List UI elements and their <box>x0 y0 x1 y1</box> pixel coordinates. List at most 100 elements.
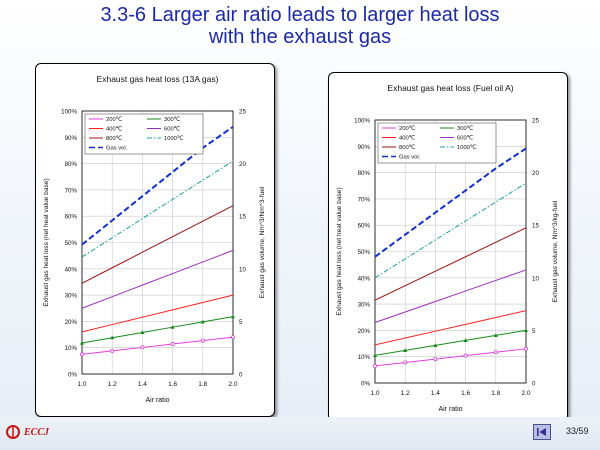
series-group <box>374 269 527 323</box>
series-line <box>81 249 234 309</box>
y-tick-label: 70% <box>65 187 78 194</box>
series-group <box>80 314 235 345</box>
x-tick-label: 1.6 <box>168 381 177 388</box>
data-point <box>373 353 377 357</box>
slide-title: 3.3-6 Larger air ratio leads to larger h… <box>0 4 600 48</box>
series-line <box>81 294 234 333</box>
series-group <box>81 125 234 246</box>
data-point <box>140 330 145 335</box>
y-tick-label: 90% <box>65 135 78 142</box>
back-arrow-icon <box>537 428 546 436</box>
data-point <box>80 340 84 345</box>
series-line <box>374 310 527 346</box>
y-tick-label: 0% <box>361 381 370 388</box>
data-point <box>403 348 408 352</box>
series-group <box>81 249 234 309</box>
legend-entry-label: 800℃ <box>399 145 416 151</box>
x-axis-label: Air ratio <box>145 397 169 404</box>
legend: 200℃ 300℃ 400℃ 600℃ 800℃ 1000℃ Gas vol. <box>84 113 204 155</box>
y2-tick-label: 0 <box>532 381 536 388</box>
data-point <box>463 338 468 342</box>
legend-entry-label: 600℃ <box>457 136 474 142</box>
y-axis-label: Exhaust gas heat loss (net heat value ba… <box>336 187 343 315</box>
x-tick-label: 1.4 <box>138 381 147 388</box>
page-number: 33/59 <box>566 426 589 436</box>
data-point <box>231 314 235 319</box>
y-tick-label: 90% <box>358 144 371 151</box>
data-point <box>524 328 528 332</box>
data-point <box>373 363 378 368</box>
legend-entry-label: 200℃ <box>106 117 123 123</box>
data-point <box>110 348 115 353</box>
legend-entry-label: 600℃ <box>164 127 181 133</box>
y2-axis-label: Exhaust gas volume, Nm^3/Nm^3-fuel <box>259 186 266 298</box>
series-line <box>81 316 234 344</box>
legend-entry-label: 400℃ <box>399 136 416 142</box>
chart-title: Exhaust gas heat loss (Fuel oil A) <box>387 83 513 93</box>
data-point <box>170 324 175 329</box>
legend-entry-label: 1000℃ <box>164 136 184 142</box>
y-tick-label: 50% <box>65 240 78 247</box>
series-group <box>81 294 234 333</box>
data-point <box>230 335 235 340</box>
data-point <box>433 343 438 347</box>
data-point <box>170 342 175 347</box>
series-group <box>374 147 527 258</box>
series-group <box>80 335 235 357</box>
y2-tick-label: 15 <box>532 223 539 230</box>
y-tick-label: 60% <box>65 214 78 221</box>
legend-entry-label: 400℃ <box>106 127 123 133</box>
chart-panel-13a-gas: Exhaust gas heat loss (13A gas) 0% 10% 20% 3… <box>35 63 275 417</box>
y-tick-label: 100% <box>61 109 77 116</box>
series-group <box>373 346 528 368</box>
y2-tick-label: 5 <box>239 319 243 326</box>
legend-entry-label: 800℃ <box>106 136 123 142</box>
y-tick-label: 40% <box>65 266 78 273</box>
data-point <box>110 335 115 340</box>
series-line <box>374 269 527 323</box>
data-point <box>200 319 205 324</box>
y2-tick-label: 0 <box>239 372 243 379</box>
series-line <box>374 147 527 258</box>
slide-title-line1: 3.3-6 Larger air ratio leads to larger h… <box>100 4 500 26</box>
series-line <box>81 160 234 258</box>
data-point <box>80 352 85 357</box>
y-tick-label: 80% <box>65 161 78 168</box>
series-group <box>374 227 527 301</box>
data-point <box>140 345 145 350</box>
data-point <box>200 338 205 343</box>
y-tick-label: 10% <box>358 354 371 361</box>
plot-area-frame <box>374 119 527 384</box>
series-line <box>81 205 234 284</box>
series-group <box>374 182 527 279</box>
logo-text: ECCJ <box>24 426 50 438</box>
legend-entry-label: Gas vol. <box>399 155 421 161</box>
previous-slide-button[interactable] <box>533 424 551 440</box>
y-tick-label: 40% <box>358 275 371 282</box>
x-tick-label: 1.0 <box>370 390 379 397</box>
legend: 200℃ 300℃ 400℃ 600℃ 800℃ 1000℃ Gas vol. <box>377 122 497 164</box>
y-tick-label: 0% <box>68 372 77 379</box>
chart-panel-fuel-oil-a: Exhaust gas heat loss (Fuel oil A) 0% 10% 2… <box>328 72 568 426</box>
y-tick-label: 20% <box>65 319 78 326</box>
series-line <box>374 348 527 367</box>
x-tick-label: 1.4 <box>431 390 440 397</box>
series-line <box>81 125 234 246</box>
legend-box <box>84 113 204 155</box>
legend-entry-label: 300℃ <box>457 126 474 132</box>
y2-tick-label: 25 <box>239 109 246 116</box>
y-tick-label: 80% <box>358 170 371 177</box>
footer-bar <box>0 417 600 450</box>
chart-title: Exhaust gas heat loss (13A gas) <box>97 74 219 84</box>
y2-tick-label: 5 <box>532 328 536 335</box>
chart-fuel-oil-a: Exhaust gas heat loss (Fuel oil A) 0% 10% 2… <box>336 83 559 413</box>
y-tick-label: 20% <box>358 328 371 335</box>
series-line <box>374 227 527 301</box>
legend-entry-label: Gas vol. <box>106 146 128 152</box>
x-tick-label: 1.8 <box>198 381 207 388</box>
y2-tick-label: 10 <box>532 275 539 282</box>
y-tick-label: 70% <box>358 196 371 203</box>
slide-title-line2: with the exhaust gas <box>208 26 392 48</box>
data-point <box>523 346 528 351</box>
chart-13a-gas: Exhaust gas heat loss (13A gas) 0% 10% 20% 3… <box>43 74 266 404</box>
